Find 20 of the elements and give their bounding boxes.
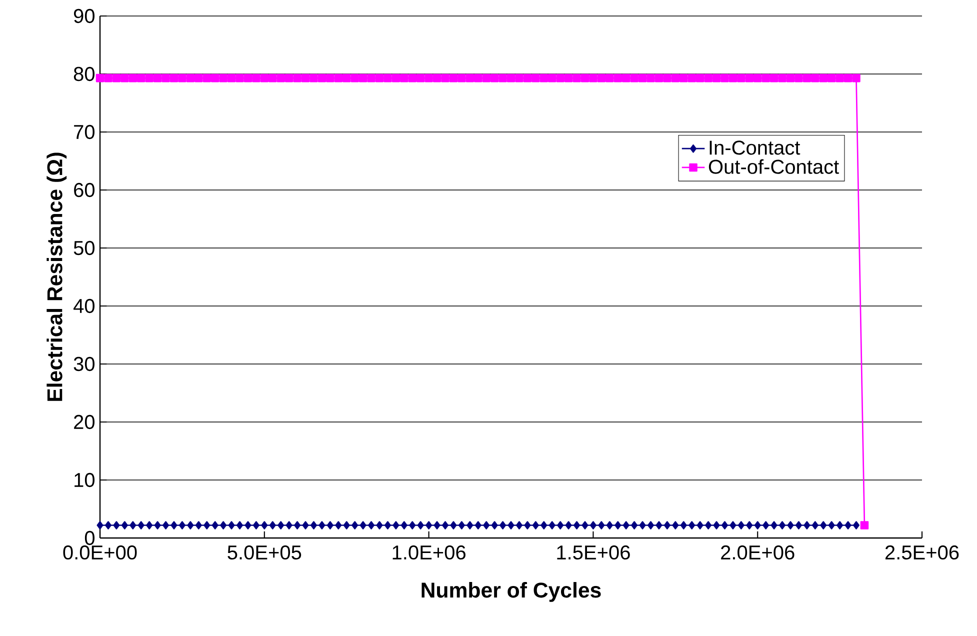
- y-tick-label: 70: [74, 124, 94, 140]
- x-axis-title: Number of Cycles: [422, 582, 601, 602]
- x-tick-label: 2.0E+06: [721, 545, 794, 560]
- x-tick-label: 1.5E+06: [557, 545, 630, 560]
- x-tick-label: 1.0E+06: [392, 545, 466, 560]
- x-tick-label: 0.0E+00: [63, 545, 137, 560]
- y-tick-label: 10: [74, 472, 94, 488]
- legend-label: Out-of-Contact: [708, 159, 839, 174]
- y-tick-label: 20: [74, 414, 94, 430]
- y-tick-label: 0: [84, 530, 94, 546]
- y-tick-label: 90: [74, 8, 94, 24]
- y-tick-label: 60: [74, 182, 94, 198]
- y-axis-title: Electrical Resistance (Ω): [46, 152, 67, 401]
- x-tick-label: 5.0E+05: [228, 545, 302, 560]
- y-tick-label: 80: [74, 66, 94, 82]
- x-tick-label: 2.5E+06: [885, 545, 959, 560]
- legend-label: In-Contact: [710, 140, 800, 155]
- y-tick-label: 40: [74, 298, 94, 314]
- y-tick-label: 30: [74, 356, 94, 372]
- y-tick-label: 50: [74, 240, 94, 256]
